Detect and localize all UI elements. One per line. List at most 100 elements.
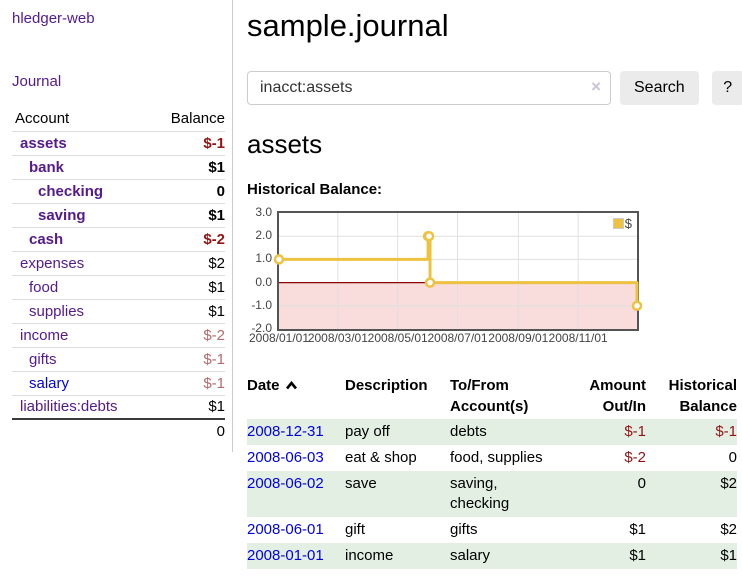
transaction-balance: $2 [720,521,737,538]
transaction-amount: $-2 [624,449,646,466]
account-row: income $-2 [12,323,225,347]
account-link[interactable]: saving [38,206,86,224]
clear-search-icon[interactable]: × [591,77,601,96]
chart-label: Historical Balance: [247,181,383,198]
x-axis-tick-label: 2008/11/01 [548,331,608,345]
sort-ascending-icon [285,380,297,390]
account-balance: $1 [208,302,225,320]
account-link[interactable]: expenses [20,254,85,272]
transaction-row[interactable]: 2008-06-03 eat & shop food, supplies $-2 0 [247,445,737,471]
account-link[interactable]: bank [29,158,65,176]
transaction-date-link[interactable]: 2008-06-01 [247,521,324,538]
transaction-balance: $1 [720,547,737,564]
account-row: saving $1 [12,203,225,227]
transaction-description: pay off [345,423,390,440]
account-balance: 0 [216,182,225,200]
account-balance: $1 [208,398,225,416]
search-box: × [247,71,611,105]
page-title: sample.journal [247,8,449,43]
account-balance: $-1 [203,374,225,392]
account-row: bank $1 [12,155,225,179]
transaction-accounts: food, supplies [450,449,543,466]
x-axis-tick-label: 2008/03/01 [307,331,368,345]
account-balance-table: Account Balance assets $-1 bank $1 checking 0… [12,107,225,443]
legend-swatch-icon [612,218,624,229]
transaction-description: income [345,547,394,564]
transaction-amount: 0 [637,475,646,492]
account-link[interactable]: gifts [29,350,57,368]
transaction-amount: $1 [629,547,646,564]
account-link[interactable]: food [29,278,59,296]
date-column-header[interactable]: Date [247,373,345,419]
account-link[interactable]: assets [20,134,67,152]
y-axis-tick-label: -2.0 [251,321,272,335]
transaction-description: eat & shop [345,449,417,466]
transactions-table: Date Description To/From Account(s) Amou… [247,373,737,569]
transaction-row[interactable]: 2008-06-01 gift gifts $1 $2 [247,517,737,543]
app-title-link[interactable]: hledger-web [12,10,95,27]
account-row: salary $-1 [12,371,225,395]
account-link[interactable]: cash [29,230,64,248]
sidebar: hledger-web Journal Account Balance asse… [0,0,233,452]
account-balance: $-1 [203,350,225,368]
transaction-date-link[interactable]: 2008-06-03 [247,449,324,466]
transaction-date: 2008-06-01 [247,517,345,543]
legend-label: $ [624,216,632,231]
x-axis-tick-label: 2008/07/01 [427,331,488,345]
account-row: checking 0 [12,179,225,203]
chart-legend: $ [612,216,632,231]
account-balance: $1 [208,278,225,296]
transaction-balance: $2 [720,475,737,492]
account-link[interactable]: salary [29,374,70,392]
transactions-header-row: Date Description To/From Account(s) Amou… [247,373,737,419]
y-axis-tick-label: -1.0 [251,297,272,312]
transaction-accounts: salary [450,547,491,564]
transaction-balance: $-1 [715,423,737,440]
help-button[interactable]: ? [711,71,742,105]
transaction-amount: $1 [629,521,646,538]
main-content: sample.journal × Search ? assets Histori… [233,0,742,582]
x-axis-tick-label: 2008/09/01 [488,331,549,345]
transaction-accounts: debts [450,423,487,440]
transaction-row[interactable]: 2008-12-31 pay off debts $-1 $-1 [247,419,737,445]
transaction-amount: $-1 [624,423,646,440]
search-bar: × Search ? [247,71,742,105]
y-axis-tick-label: 1.0 [255,251,272,266]
account-balance: $-2 [203,326,225,344]
x-axis-tick-label: 2008/05/01 [367,331,428,345]
sidebar-account-rows: assets $-1 bank $1 checking 0 saving $1 cash $-2 e… [12,131,225,419]
search-button[interactable]: Search [620,71,699,105]
account-link[interactable]: checking [38,182,104,200]
description-column-header: Description [345,377,428,394]
transaction-row[interactable]: 2008-01-01 income salary $1 $1 [247,543,737,569]
account-heading: assets [247,129,323,159]
search-input[interactable] [247,71,611,105]
balance-column-header: Balance [170,110,225,128]
transaction-accounts: saving, checking [450,475,510,512]
transaction-description: save [345,475,377,492]
x-axis-tick-label: 2008/01/01 [248,331,310,345]
y-axis-tick-label: 0.0 [255,274,272,289]
transaction-rows: 2008-12-31 pay off debts $-1 $-1 2008-06-03 ea… [247,419,737,569]
transaction-date-link[interactable]: 2008-12-31 [247,423,324,440]
transaction-accounts: gifts [450,521,478,538]
sidebar-item-journal[interactable]: Journal [12,73,62,90]
transaction-date-link[interactable]: 2008-06-02 [247,475,324,492]
account-link[interactable]: liabilities:debts [20,398,118,416]
account-balance: $-1 [203,134,225,152]
y-axis-tick-label: 3.0 [255,205,272,219]
historical-balance-chart: $ 3.0 2.0 1.0 0.0 -1.0 -2.0 2008/01/01 2008/03/… [249,205,643,349]
account-link[interactable]: supplies [29,302,85,320]
total-spacer [12,419,153,443]
transaction-date-link[interactable]: 2008-01-01 [247,547,324,564]
transaction-date: 2008-06-03 [247,445,345,471]
account-row: supplies $1 [12,299,225,323]
account-link[interactable]: income [20,326,69,344]
transaction-row[interactable]: 2008-06-02 save saving, checking 0 $2 [247,471,737,517]
transaction-date: 2008-12-31 [247,419,345,445]
account-row: assets $-1 [12,131,225,155]
account-row: liabilities:debts $1 [12,395,225,419]
amount-column-header: Amount Out/In [589,377,646,415]
transaction-date: 2008-01-01 [247,543,345,569]
account-row: food $1 [12,275,225,299]
